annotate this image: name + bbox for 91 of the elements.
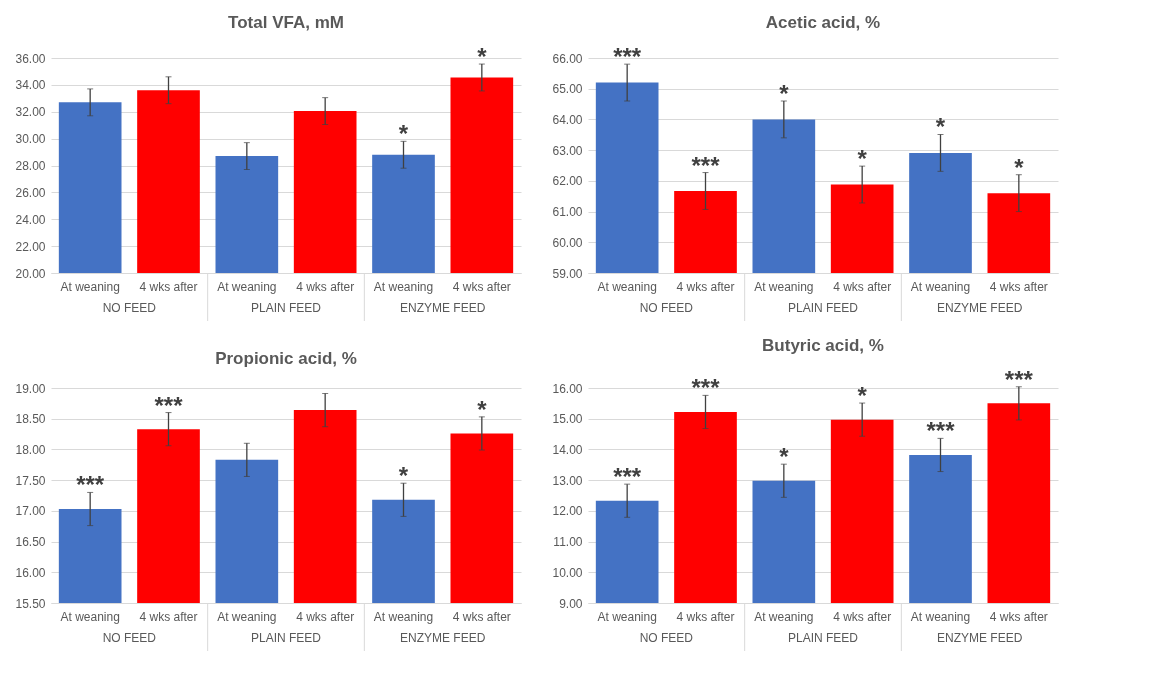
y-tick-label: 28.00: [15, 159, 46, 173]
y-tick-label: 18.00: [15, 442, 46, 457]
x-tick-label: 4 wks after: [139, 279, 198, 294]
x-tick-label: At weaning: [754, 609, 814, 624]
data-label: *: [477, 395, 488, 423]
data-label: *: [779, 80, 790, 107]
x-tick-label: 4 wks after: [139, 609, 198, 624]
data-label: *: [935, 113, 946, 141]
y-tick-label: 13.00: [552, 473, 583, 488]
y-tick-label: 64.00: [552, 112, 583, 127]
text: ENZYME FEED: [399, 631, 486, 645]
data-label: ***: [691, 374, 721, 402]
data-label: ***: [76, 471, 105, 499]
text: ENZYME FEED: [936, 301, 1023, 315]
x-tick-label: At weaning: [597, 279, 657, 294]
data-label: *: [857, 382, 868, 410]
x-tick-label: 4 wks after: [989, 609, 1048, 624]
x-tick-label: At weaning: [910, 609, 971, 624]
x-tick-label: At weaning: [217, 609, 277, 624]
y-tick-label: 10.00: [552, 565, 583, 580]
y-tick-label: 26.00: [15, 185, 46, 200]
y-tick-label: 16.00: [15, 565, 46, 580]
chart-title: Butyric acid, %: [762, 335, 884, 355]
x-tick-label: 4 wks after: [989, 279, 1048, 294]
data-label: ***: [1004, 365, 1034, 393]
data-label: ***: [926, 417, 956, 445]
x-tick-label: At weaning: [217, 279, 277, 294]
x-tick-label: 4 wks after: [452, 609, 511, 624]
data-label: *: [857, 145, 868, 173]
y-tick-label: 66.00: [552, 51, 583, 66]
x-tick-label: At weaning: [597, 609, 657, 624]
y-tick-label: 24.00: [15, 212, 46, 227]
y-tick-label: 20.00: [15, 266, 46, 281]
x-tick-label: 4 wks after: [676, 279, 735, 294]
data-label: *: [477, 43, 488, 71]
y-tick-label: 22.00: [15, 239, 46, 254]
y-tick-label: 60.00: [552, 235, 583, 250]
data-label: *: [1014, 153, 1025, 181]
y-tick-label: 16.50: [15, 535, 46, 550]
y-tick-label: 11.00: [553, 535, 583, 550]
y-tick-label: 16.00: [552, 381, 583, 396]
x-tick-label: At weaning: [60, 279, 120, 294]
x-tick-label: 4 wks after: [296, 279, 355, 294]
x-tick-label: At weaning: [373, 609, 434, 624]
y-tick-label: 62.00: [552, 174, 583, 189]
y-tick-label: 15.00: [552, 412, 583, 427]
x-tick-label: 4 wks after: [833, 279, 892, 294]
y-tick-label: 30.00: [15, 132, 46, 147]
chart-title: Total VFA, mM: [228, 13, 344, 33]
data-label: ***: [154, 391, 184, 419]
data-label: ***: [691, 151, 721, 179]
text: PLAIN FEED: [250, 631, 322, 645]
x-tick-label: At weaning: [373, 279, 434, 294]
y-tick-label: 63.00: [552, 143, 583, 158]
y-tick-label: 17.00: [15, 504, 46, 519]
text: ENZYME FEED: [399, 301, 486, 315]
data-label: *: [398, 120, 409, 148]
x-tick-label: 4 wks after: [296, 609, 355, 624]
data-label: *: [779, 443, 790, 471]
text: NO FEED: [102, 631, 157, 645]
chart-title: Propionic acid, %: [215, 349, 357, 368]
data-label: ***: [613, 43, 642, 71]
text: PLAIN FEED: [250, 301, 322, 315]
x-tick-label: 4 wks after: [452, 279, 511, 294]
text: ENZYME FEED: [936, 631, 1023, 645]
y-tick-label: 19.00: [15, 381, 46, 396]
y-tick-label: 12.00: [552, 504, 583, 519]
y-tick-label: 18.50: [15, 412, 46, 427]
y-tick-label: 14.00: [552, 442, 583, 457]
y-tick-label: 17.50: [15, 473, 46, 488]
y-tick-label: 36.00: [15, 51, 46, 66]
text: NO FEED: [639, 301, 694, 315]
data-label: *: [398, 462, 409, 490]
x-tick-label: 4 wks after: [676, 609, 735, 624]
x-tick-label: At weaning: [754, 279, 814, 294]
data-label: ***: [613, 463, 642, 491]
text: NO FEED: [102, 301, 157, 315]
y-tick-label: 34.00: [15, 78, 46, 93]
text: PLAIN FEED: [787, 631, 859, 645]
y-tick-label: 15.50: [15, 596, 46, 611]
y-tick-label: 32.00: [15, 105, 46, 120]
y-tick-label: 9.00: [559, 596, 583, 611]
x-tick-label: At weaning: [910, 279, 971, 294]
text: PLAIN FEED: [787, 301, 859, 315]
x-tick-label: At weaning: [60, 609, 120, 624]
y-tick-label: 61.00: [552, 205, 583, 220]
text: NO FEED: [639, 631, 694, 645]
y-tick-label: 65.00: [552, 82, 583, 97]
chart-title: Acetic acid, %: [765, 13, 881, 33]
x-tick-label: 4 wks after: [833, 609, 892, 624]
y-tick-label: 59.00: [552, 266, 583, 281]
